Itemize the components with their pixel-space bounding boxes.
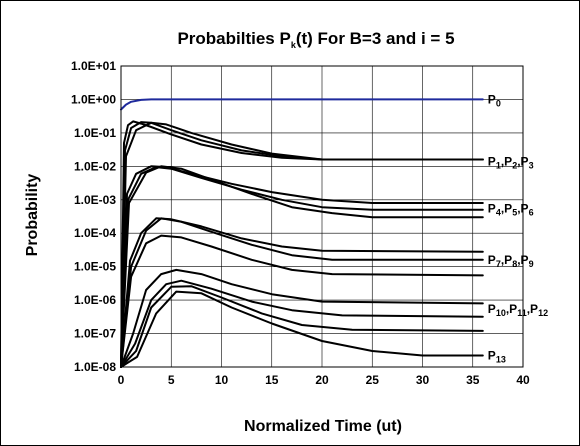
series-line-5	[120, 166, 484, 368]
chart-title: Probabilties Pk(t) For B=3 and i = 5	[177, 29, 454, 50]
y-tick-label: 1.0E-01	[74, 126, 116, 140]
series-line-9	[120, 234, 484, 368]
series-line-1	[120, 120, 484, 368]
series-layer	[120, 98, 484, 368]
y-tick-label: 1.0E+00	[71, 92, 116, 106]
y-axis-title: Probability	[24, 174, 41, 257]
x-tick-label: 15	[265, 373, 279, 387]
x-tick-label: 35	[466, 373, 480, 387]
y-tick-label: 1.0E-08	[74, 360, 116, 374]
y-tick-label: 1.0E-03	[74, 193, 116, 207]
x-tick-label: 30	[416, 373, 430, 387]
y-tick-label: 1.0E+01	[71, 59, 116, 73]
series-line-13	[120, 290, 484, 368]
y-tick-label: 1.0E-06	[74, 293, 116, 307]
plot-area-border	[120, 65, 524, 368]
series-annotation: P10,P11,P12	[488, 302, 548, 318]
y-tick-label: 1.0E-02	[74, 159, 116, 173]
y-tick-label: 1.0E-07	[74, 327, 116, 341]
x-tick-labels: 0 5 10 15 20 25 30 35 40	[118, 373, 530, 387]
series-annotation: P1,P2,P3	[488, 154, 534, 170]
x-tick-label: 20	[315, 373, 329, 387]
series-annotation: P13	[488, 349, 506, 365]
x-tick-label: 40	[516, 373, 530, 387]
x-axis-title: Normalized Time (ut)	[244, 418, 402, 435]
series-annotation: P0	[488, 92, 501, 108]
series-line-8	[120, 217, 484, 368]
series-line-6	[120, 165, 484, 368]
x-tick-label: 5	[168, 373, 175, 387]
series-line-10	[120, 268, 484, 368]
series-line-2	[120, 121, 484, 368]
series-line-11	[120, 279, 484, 368]
series-annotation: P4,P5,P6	[488, 201, 534, 217]
y-tick-label: 1.0E-04	[74, 226, 116, 240]
x-tick-label: 0	[118, 373, 125, 387]
series-line-0	[120, 98, 484, 111]
y-tick-label: 1.0E-05	[74, 260, 116, 274]
series-annotations: P0 P1,P2,P3 P4,P5,P6 P7,P8,P9 P10,P11,P12 P13	[488, 92, 548, 364]
series-line-12	[120, 285, 484, 368]
series-annotation: P7,P8,P9	[488, 253, 534, 269]
series-line-3	[120, 121, 484, 368]
x-tick-label: 25	[366, 373, 380, 387]
x-tick-label: 10	[215, 373, 229, 387]
y-tick-labels: 1.0E-08 1.0E-07 1.0E-06 1.0E-05 1.0E-04 1.0E-…	[71, 59, 116, 374]
